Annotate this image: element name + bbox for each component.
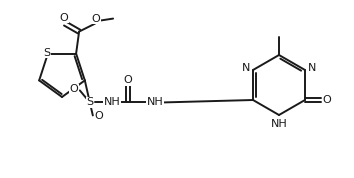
Text: O: O [92,14,101,23]
Text: NH: NH [147,97,163,107]
Text: S: S [43,48,51,58]
Text: O: O [69,84,78,94]
Text: O: O [95,111,103,121]
Text: O: O [322,95,331,105]
Text: N: N [308,63,316,73]
Text: S: S [86,97,93,107]
Text: NH: NH [270,119,287,129]
Text: NH: NH [103,97,120,107]
Text: O: O [60,13,68,23]
Text: O: O [124,75,132,85]
Text: N: N [242,63,250,73]
